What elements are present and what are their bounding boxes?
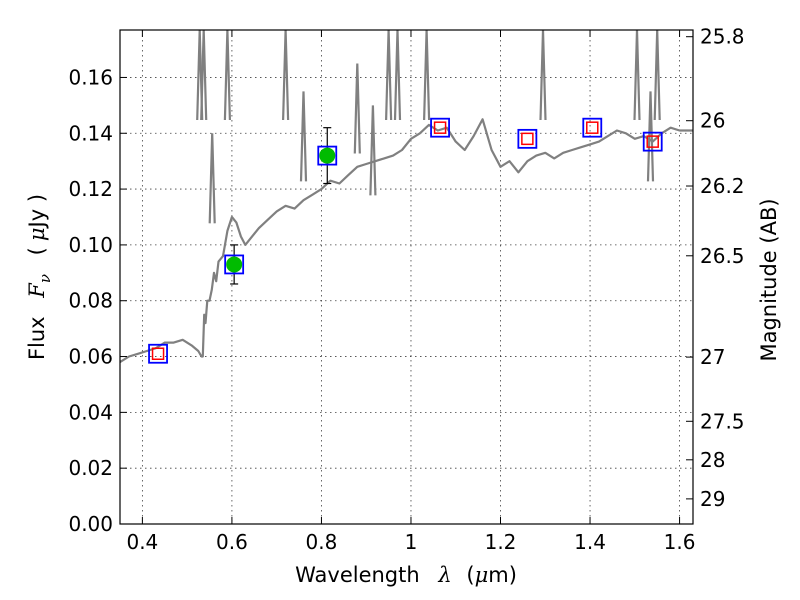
plot-frame: [119, 29, 694, 525]
y-tick-label: 0.16: [68, 65, 113, 89]
model-point-red: [646, 135, 659, 148]
emission-line-spike: [385, 29, 393, 121]
model-point-blue: [317, 145, 338, 166]
y2-tick-label: 28: [700, 448, 725, 472]
emission-line-spike: [200, 29, 208, 121]
y-tick-label: 0.06: [68, 345, 113, 369]
y2-tick-label: 25.8: [700, 25, 745, 49]
y2-tick-label: 29: [700, 487, 725, 511]
x-tick-label: 0.8: [306, 530, 338, 554]
x-tick-label: 1.4: [574, 530, 606, 554]
model-point-red: [521, 132, 534, 146]
emission-line-spike: [423, 29, 431, 121]
model-point-blue: [148, 343, 168, 364]
y-tick-label: 0.08: [68, 289, 113, 313]
observed-point: [226, 256, 243, 273]
model-point-blue: [517, 128, 538, 149]
series-layer: [119, 29, 693, 364]
emission-line-spike: [299, 91, 308, 182]
emission-line-spike: [282, 29, 290, 121]
x-tick-label: 1: [405, 530, 418, 554]
emission-line-spike: [208, 133, 216, 224]
y2-tick-label: 26.2: [700, 174, 745, 198]
y2-tick-label: 26.5: [700, 244, 745, 268]
emission-line-spike: [369, 105, 377, 196]
x-tick-label: 0.6: [216, 530, 248, 554]
x-tick-label: 1.2: [485, 530, 517, 554]
emission-line-spike: [539, 29, 547, 121]
model-point-red: [433, 121, 447, 134]
emission-line-spike: [393, 29, 402, 121]
model-point-blue: [430, 117, 450, 138]
emission-line-spike: [223, 29, 231, 121]
y-tick-label: 0.10: [68, 233, 113, 257]
observed-point: [319, 147, 336, 164]
y-tick-label: 0.04: [68, 400, 113, 424]
model-point-blue: [642, 131, 663, 152]
ticks: 0.4 0.6 0.8 1 1.2 1.4 1.6 0.00 0.02 0.04 0.06 0.08 0…: [68, 25, 744, 554]
y-tick-label: 0.00: [68, 512, 113, 536]
x-tick-label: 0.4: [126, 530, 158, 554]
y-tick-label: 0.12: [68, 177, 113, 201]
model-point-blue: [582, 117, 603, 138]
x-tick-label: 1.6: [664, 530, 696, 554]
model-point-red: [586, 121, 599, 134]
y2-axis-title: Magnitude (AB): [757, 198, 781, 361]
y2-tick-label: 27.5: [700, 409, 745, 433]
model-point-red: [151, 347, 165, 361]
y-tick-label: 0.14: [68, 121, 113, 145]
emission-line-spike: [353, 63, 361, 154]
y-axis-title: Flux Fν (μJy ): [25, 194, 55, 360]
y-tick-label: 0.02: [68, 456, 113, 480]
sed-continuum-line: [119, 118, 693, 364]
y2-tick-label: 27: [700, 345, 725, 369]
emission-line-spike: [633, 29, 641, 121]
model-point-blue: [224, 254, 245, 275]
x-axis-title: Wavelength λ (μm): [295, 563, 517, 587]
grid: [120, 30, 693, 525]
y2-tick-label: 26: [700, 109, 725, 133]
emission-line-spike: [653, 29, 661, 121]
